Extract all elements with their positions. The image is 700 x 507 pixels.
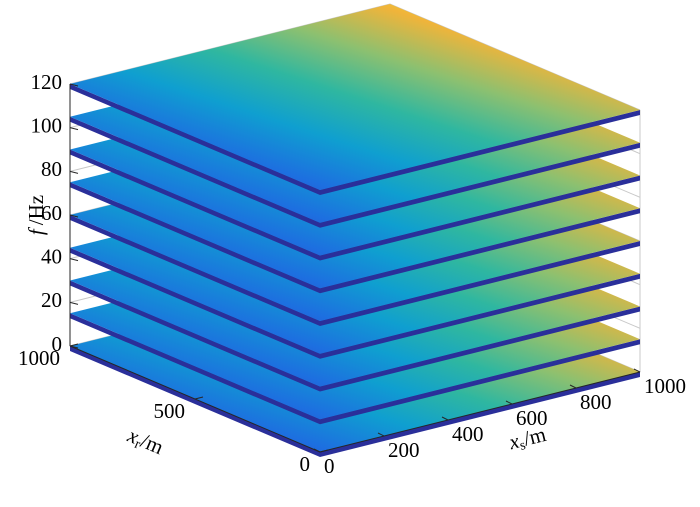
- slice-side: [70, 215, 640, 326]
- y-label-unit: /m: [137, 428, 167, 459]
- x-tick: [633, 368, 641, 373]
- z-tick: [69, 345, 79, 349]
- x-tick: [441, 416, 449, 421]
- slice-side: [70, 149, 640, 261]
- z-tick-label: 0: [52, 332, 63, 356]
- z-tick: [69, 214, 79, 218]
- z-tick-label: 120: [31, 70, 63, 94]
- y-tick: [69, 343, 79, 347]
- x-tick: [377, 432, 385, 437]
- y-label-sub: r: [132, 437, 142, 453]
- x-axis-label: xs/m: [506, 422, 549, 457]
- x-axis: [319, 371, 641, 453]
- z-label-unit: /Hz: [24, 195, 48, 225]
- y-tick-label: 1000: [18, 346, 60, 370]
- y-tick: [194, 396, 204, 400]
- x-tick-label: 400: [452, 422, 484, 446]
- y-tick-label: 0: [300, 452, 311, 476]
- z-tick: [69, 301, 79, 305]
- slice-side: [70, 182, 640, 294]
- y-tick-label: 500: [154, 399, 186, 423]
- x-tick-label: 800: [580, 390, 612, 414]
- slice: [70, 4, 640, 190]
- y-tick: [319, 449, 329, 453]
- slice-side: [70, 116, 640, 228]
- z-tick-label: 40: [41, 244, 62, 268]
- z-tick-label: 60: [41, 201, 62, 225]
- slice-side: [70, 84, 640, 195]
- z-tick-label: 100: [31, 113, 63, 137]
- x-tick-label: 200: [388, 438, 420, 462]
- z-tick: [69, 83, 79, 87]
- x-tick-label: 600: [516, 406, 548, 430]
- z-tick-label: 20: [41, 288, 62, 312]
- x-tick-label: 1000: [644, 374, 686, 398]
- z-label-var: f: [24, 226, 48, 235]
- x-tick: [505, 400, 513, 405]
- x-tick: [313, 448, 321, 453]
- slices: [70, 4, 640, 457]
- z-tick: [69, 258, 79, 262]
- z-tick: [69, 127, 79, 131]
- z-tick: [69, 170, 79, 174]
- x-tick: [569, 384, 577, 389]
- slice-side: [70, 313, 640, 425]
- y-axis-label: xr/m: [123, 422, 168, 461]
- x-tick-label: 0: [324, 454, 335, 478]
- slice-side: [70, 247, 640, 359]
- slice-side: [70, 280, 640, 392]
- x-label-sub: s: [518, 438, 527, 454]
- slice-side: [70, 346, 640, 457]
- z-axis-label: f/Hz: [24, 195, 48, 235]
- z-tick-label: 80: [41, 157, 62, 181]
